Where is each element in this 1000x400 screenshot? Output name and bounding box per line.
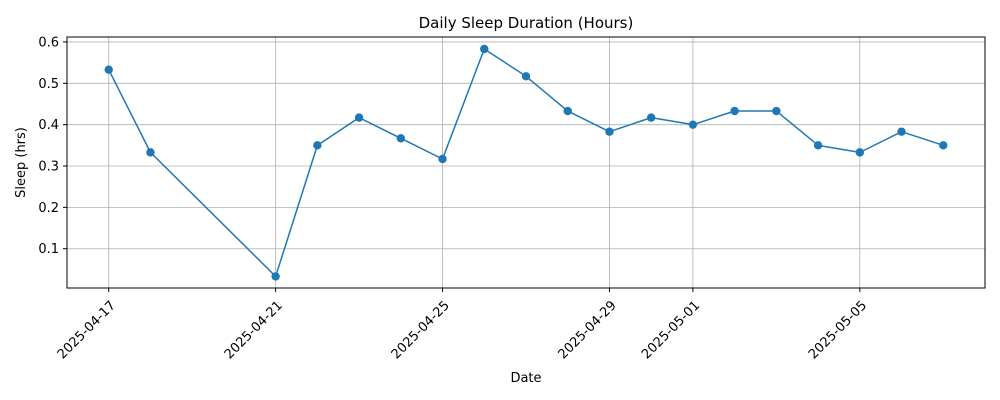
data-point bbox=[813, 141, 823, 150]
data-point bbox=[354, 113, 364, 122]
data-point bbox=[104, 65, 113, 74]
series-layer bbox=[104, 44, 948, 281]
data-point bbox=[605, 127, 614, 136]
plot-frame bbox=[66, 36, 986, 289]
chart-title: Daily Sleep Duration (Hours) bbox=[419, 14, 634, 32]
data-point bbox=[688, 120, 698, 129]
data-point bbox=[480, 44, 489, 54]
y-tick-label: 0.1 bbox=[38, 242, 59, 257]
data-point bbox=[772, 106, 781, 116]
data-point bbox=[563, 106, 572, 116]
data-point bbox=[730, 106, 739, 116]
y-tick-label: 0.4 bbox=[38, 118, 59, 133]
data-point bbox=[438, 154, 447, 164]
grid bbox=[67, 37, 985, 288]
data-point bbox=[146, 148, 155, 157]
x-axis-title: Date bbox=[510, 371, 541, 386]
y-tick-label: 0.2 bbox=[38, 201, 59, 216]
data-point bbox=[313, 141, 322, 150]
data-point bbox=[897, 127, 906, 136]
y-tick-label: 0.6 bbox=[38, 35, 59, 50]
y-tick-label: 0.5 bbox=[38, 77, 59, 92]
data-point bbox=[855, 148, 865, 157]
y-tick-label: 0.3 bbox=[38, 160, 59, 175]
data-point bbox=[646, 113, 656, 122]
data-point bbox=[521, 72, 531, 81]
y-axis-title: Sleep (hrs) bbox=[14, 127, 29, 198]
data-point bbox=[396, 134, 406, 143]
data-point bbox=[939, 141, 948, 150]
data-point bbox=[271, 272, 280, 281]
